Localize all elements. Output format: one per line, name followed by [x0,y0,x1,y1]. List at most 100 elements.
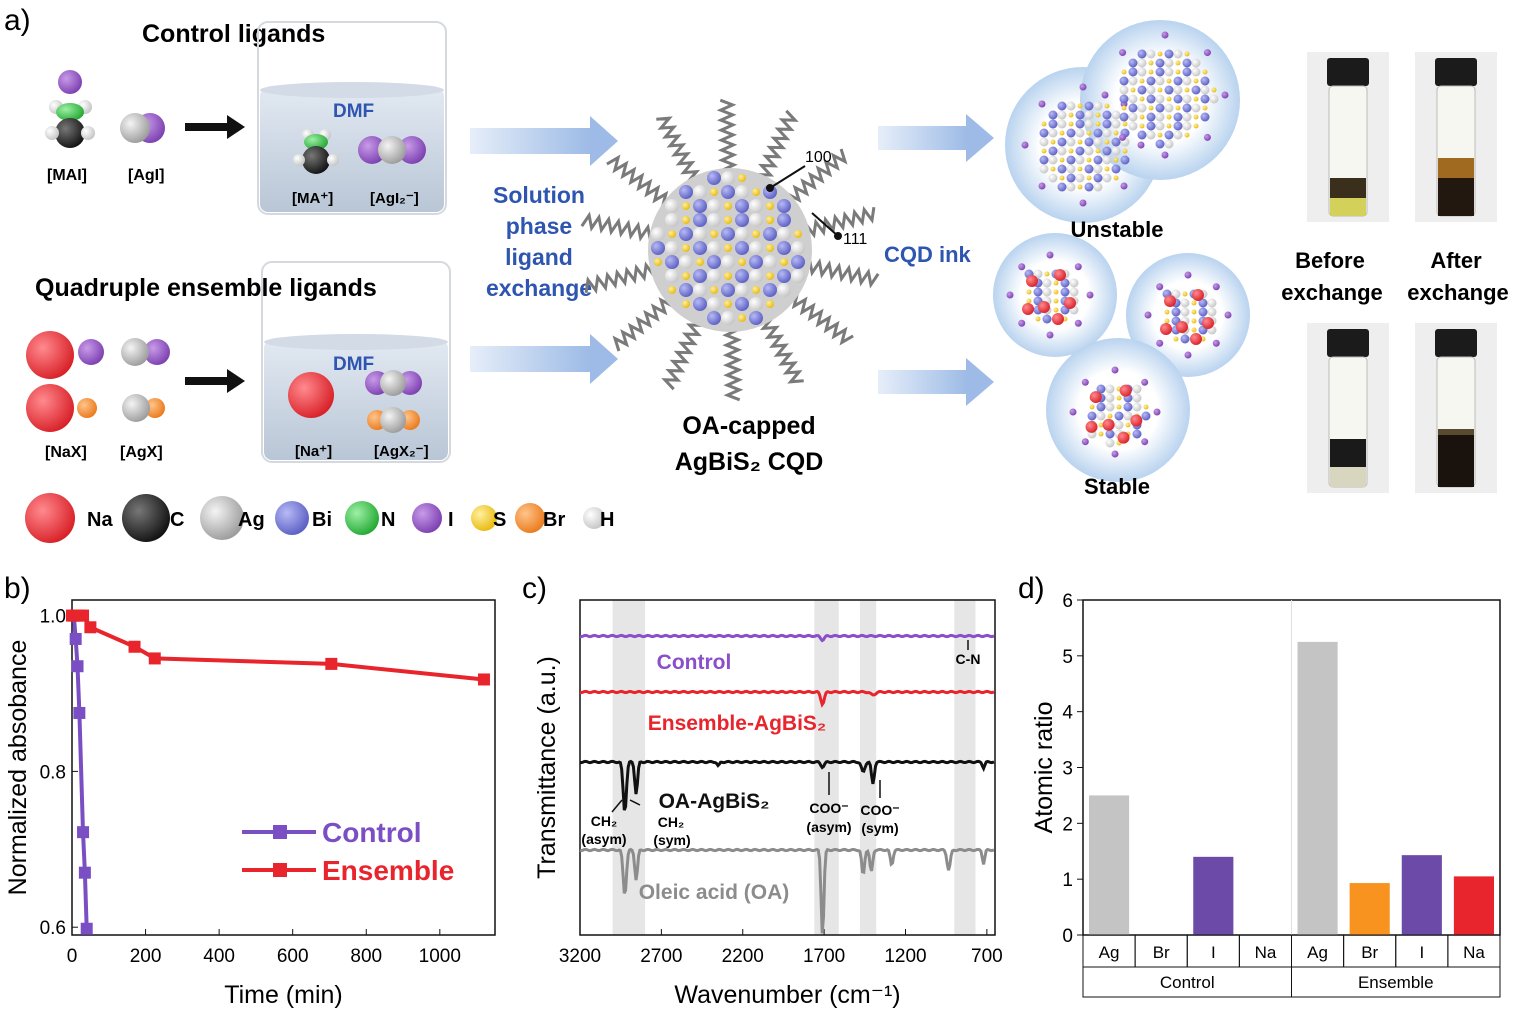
legend-swatch-bi [275,501,309,535]
iodide-ligand [1141,438,1149,446]
cqd-atom [1128,94,1138,104]
cqd-atom [1202,69,1208,75]
qd-atom [766,202,774,210]
qd-atom [693,269,707,283]
cqd-atom [1137,49,1147,59]
qd-atom [724,216,732,224]
qd-atom [749,199,763,213]
cqd-atom [1193,114,1199,120]
vial-liquid-layer [1330,178,1366,198]
vial-after-bottom [1415,323,1497,493]
qd-atom [679,283,693,297]
cqd-atom [1122,148,1128,154]
cqd-atom [1193,96,1199,102]
cqd-atom [1093,173,1103,183]
category-label: Ag [1307,943,1328,962]
oleate-ligand-chain [759,317,804,384]
ensemble-species-nax: [NaX] [45,444,87,461]
legend-marker-ensemble [273,863,287,877]
cqd-atom [1137,67,1147,77]
iodide-ligand [1074,319,1082,327]
qd-atom [721,171,735,185]
cqd-atom [1171,289,1181,299]
qd-atom [696,258,704,266]
highlight-band [954,600,976,935]
cqd-atom [1068,148,1074,154]
cqd-atom [1121,105,1127,111]
cqd-atom [1173,85,1183,95]
qd-atom [791,255,805,269]
iodide-ligand [1079,83,1087,91]
chart-c-ylabel: Transmittance (a.u.) [533,656,561,879]
facet-100-label: 100 [805,149,832,166]
qd-atom [707,269,721,283]
qd-atom [777,283,791,297]
cqd-atom [1050,166,1056,172]
cqd-atom [1155,67,1165,77]
vial-cap [1435,329,1477,357]
cqd-atom [1098,431,1104,437]
data-point-ensemble [84,621,97,634]
cqd-atom [1039,137,1049,147]
data-point-control [80,922,93,935]
cqd-atom [1042,314,1052,324]
chart-b-ytick-label: 1.0 [40,607,66,628]
cqd-atom [1048,128,1058,138]
qd-atom [724,244,732,252]
cqd-ink-label: CQD ink [884,242,972,267]
vial-cap [1327,58,1369,86]
cqd-atom [1164,58,1174,68]
cqd-atom [1191,327,1197,333]
cqd-atom [1096,411,1106,421]
legend-swatch-ag [200,496,244,540]
cqd-atom [1086,175,1092,181]
qd-atom [707,213,721,227]
qd-atom [735,199,749,213]
cqd-atom [1200,76,1210,86]
cqd-atom [1171,307,1181,317]
qd-atom [752,188,760,196]
cqd-atom [1211,87,1217,93]
spectrum-annotation: C-N [956,651,981,667]
vial-liquid-layer [1438,435,1474,487]
cqd-atom [1164,67,1174,77]
qd-caption-line-2: AgBiS₂ CQD [675,448,824,476]
cqd-atom [1116,404,1122,410]
cqd-atom [1042,278,1052,288]
qd-atom [693,199,707,213]
oleate-ligand-chain [656,116,701,183]
iodide-ligand [1212,339,1220,347]
cqd-atom [1198,298,1208,308]
legend-label-c: C [170,509,184,531]
cqd-atom [1053,298,1059,304]
qd-caption-line-1: OA-capped [682,412,815,440]
cqd-atom [1113,157,1119,163]
qd-atom [752,230,760,238]
iodide-ligand [1119,133,1127,141]
qd-atom [651,241,665,255]
exchange-text: Solution phase ligand exchange [486,182,592,301]
qd-atom [721,227,735,241]
cqd-atom [1066,101,1076,111]
cqd-atom [1119,76,1129,86]
spectrum-annotation: (sym) [861,820,898,836]
control-beaker [257,21,447,215]
iodide-ligand [1079,199,1087,207]
chart-c-xtick-label: 700 [971,946,1003,967]
cqd-atom [1104,103,1110,109]
control-species-mai: [MAI] [47,167,87,184]
cqd-atom [1182,76,1192,86]
cqd-atom [1184,132,1190,138]
cqd-atom [1113,130,1119,136]
iodide-ligand [1120,182,1128,190]
cqd-atom [1086,130,1092,136]
cqd-atom [1075,128,1085,138]
agx2-ion-icons [365,370,422,433]
iodide-ligand [1074,263,1082,271]
cqd-atom [1104,166,1110,172]
qd-atom [763,227,777,241]
cqd-atom [1173,121,1183,131]
cqd-atom [1102,173,1112,183]
qd-atom [707,241,721,255]
cqd-atom [1105,384,1115,394]
